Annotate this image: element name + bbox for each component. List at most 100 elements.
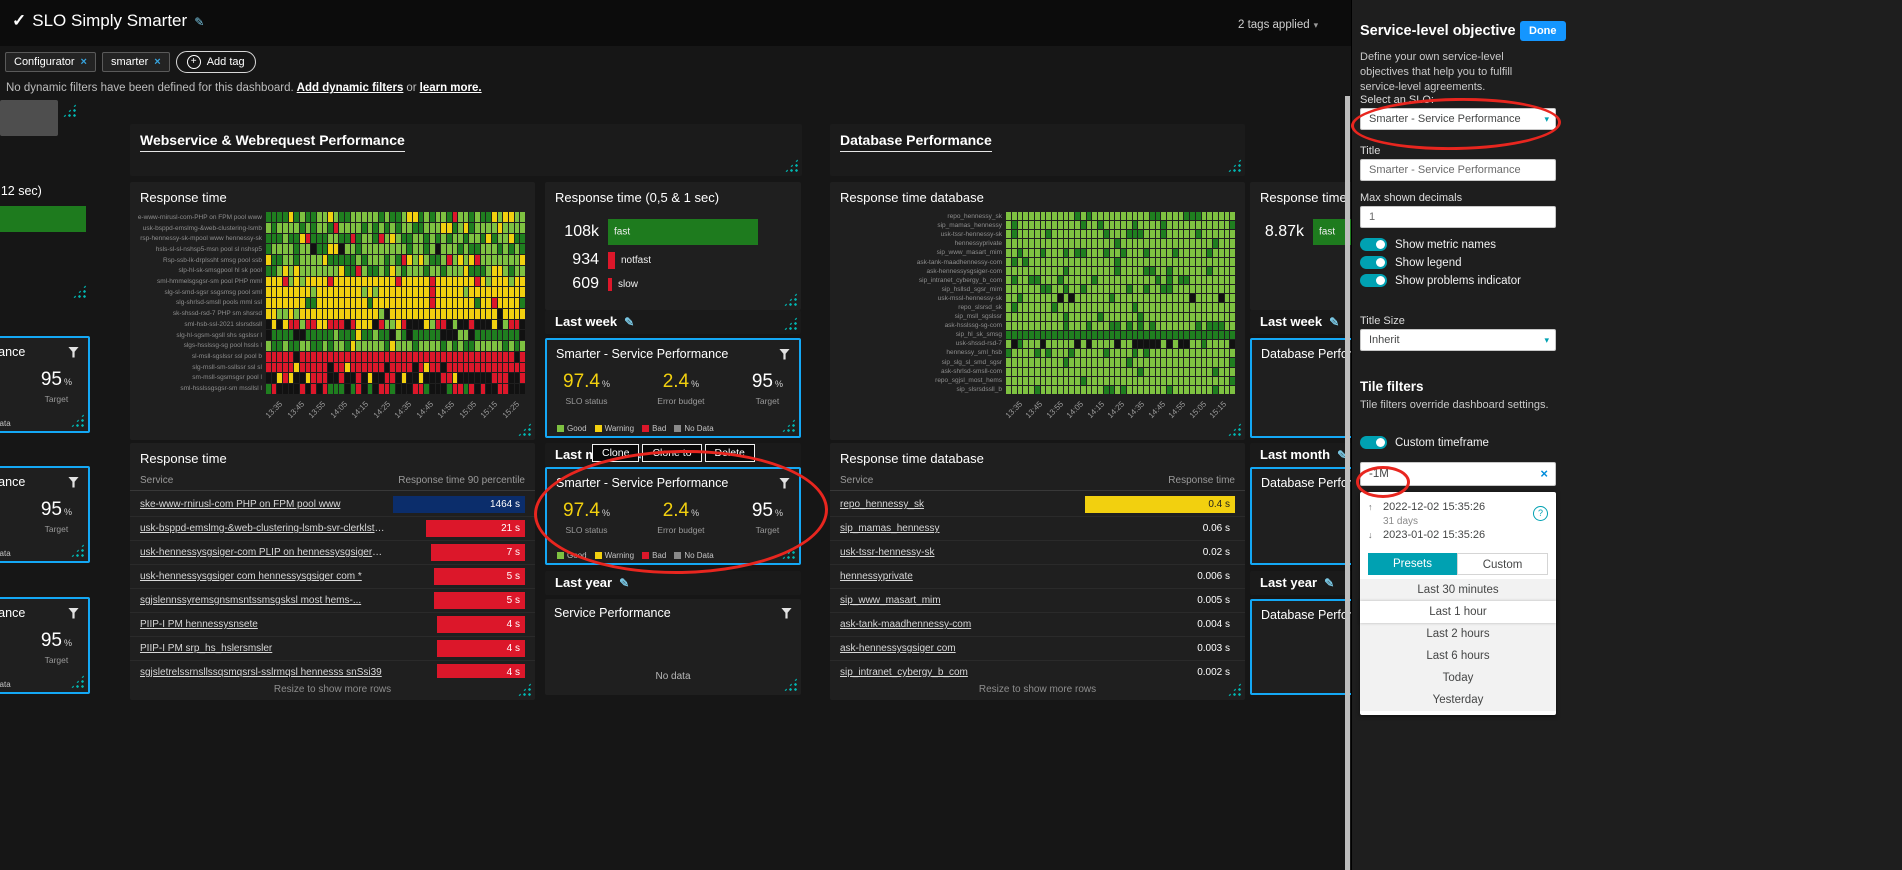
remove-tag-icon[interactable]: × xyxy=(154,56,161,68)
service-link[interactable]: sip_intranet_cybergy_b_com xyxy=(840,667,968,678)
header-tile-last-year[interactable]: Last year ✎ xyxy=(545,571,801,595)
slo-select[interactable]: Smarter - Service Performance ▾ xyxy=(1360,108,1556,130)
edit-icon[interactable]: ✎ xyxy=(1329,315,1340,329)
tags-applied-dropdown[interactable]: 2 tags applied ▾ xyxy=(1238,19,1319,31)
heatmap-cell xyxy=(1207,257,1212,266)
toggle-icon[interactable] xyxy=(1360,274,1387,287)
clone-to-button[interactable]: Clone to xyxy=(642,444,702,462)
heatmap-cell xyxy=(446,330,452,341)
service-link[interactable]: sip_www_masart_mim xyxy=(840,595,941,606)
edit-icon[interactable]: ✎ xyxy=(1324,576,1335,590)
service-link[interactable]: ask-tank-maadhennessy-com xyxy=(840,619,972,630)
heatmap-cell xyxy=(1069,276,1074,285)
filter-icon[interactable] xyxy=(68,346,79,358)
filter-icon[interactable] xyxy=(779,348,790,360)
heatmap-cell xyxy=(1017,340,1023,349)
tile-response-time-chart[interactable]: Response time ske-www-rnirusl-com-PHP on… xyxy=(130,182,535,440)
preset-today[interactable]: Today xyxy=(1442,672,1474,684)
heatmap-cell xyxy=(1195,349,1201,358)
heatmap-cell xyxy=(1195,276,1201,285)
filter-icon[interactable] xyxy=(781,607,792,619)
preset-last-6-hours[interactable]: Last 6 hours xyxy=(1426,650,1490,662)
filter-icon[interactable] xyxy=(779,477,790,489)
tile-db-response-time-table[interactable]: Response time database Service Response t… xyxy=(830,443,1245,700)
service-link[interactable]: PIIP-I PM hennessysnsete xyxy=(140,619,258,630)
slo-tile-last-month[interactable]: Smarter - Service Performance 97.4% SLO st… xyxy=(545,467,801,565)
edit-icon[interactable]: ✎ xyxy=(1337,448,1348,462)
tile-response-time-buckets[interactable]: Response time (0,5 & 1 sec) 108k fast 934 n… xyxy=(545,182,801,310)
heatmap-cell xyxy=(1023,276,1028,285)
heatmap-cell xyxy=(480,362,486,373)
edit-icon[interactable]: ✎ xyxy=(624,315,635,329)
toggle-show-legend[interactable]: Show legend xyxy=(1360,256,1462,269)
resize-handle[interactable] xyxy=(1227,158,1242,173)
tab-presets[interactable]: Presets xyxy=(1368,553,1457,575)
service-link[interactable]: repo_hennessy_sk xyxy=(840,499,924,510)
resize-handle[interactable] xyxy=(784,158,799,173)
add-tag-button[interactable]: + Add tag xyxy=(175,51,256,73)
edit-title-icon[interactable]: ✎ xyxy=(194,15,205,29)
heatmap-cell xyxy=(1121,248,1126,257)
timeframe-input[interactable] xyxy=(1361,463,1537,485)
service-link[interactable]: sgjsletrelssrnsllssqsmqsrsl-sslrmqsl hen… xyxy=(140,667,382,678)
heatmap-cell xyxy=(1184,276,1189,285)
service-link[interactable]: sgjslennssyremsgnsmsntssmsgsksl most hem… xyxy=(140,595,362,606)
heatmap-cell xyxy=(509,298,514,308)
delete-button[interactable]: Delete xyxy=(704,444,755,462)
decimals-input[interactable] xyxy=(1360,206,1556,228)
help-icon[interactable]: ? xyxy=(1533,506,1548,521)
toggle-show-metric-names[interactable]: Show metric names xyxy=(1360,238,1496,251)
toggle-show-problems-indicator[interactable]: Show problems indicator xyxy=(1360,274,1521,287)
service-link[interactable]: ske-www-rnirusl-com PHP on FPM pool www xyxy=(140,499,341,510)
service-link[interactable]: usk-bsppd-emslmg-&web-clustering-lsmb-sv… xyxy=(140,523,385,534)
learn-more-link[interactable]: learn more. xyxy=(419,82,482,94)
preset-yesterday[interactable]: Yesterday xyxy=(1432,694,1484,706)
service-link[interactable]: usk-tssr-hennessy-sk xyxy=(840,547,935,558)
service-link[interactable]: usk-hennessysgsiger-com PLIP on hennessy… xyxy=(140,547,385,558)
toggle-icon[interactable] xyxy=(1360,256,1387,269)
add-dynamic-filters-link[interactable]: Add dynamic filters xyxy=(296,82,404,94)
tag-chip-configurator[interactable]: Configurator × xyxy=(5,52,96,72)
preset-last-1-hour[interactable]: Last 1 hour xyxy=(1360,601,1556,623)
heatmap-cell xyxy=(345,330,350,341)
heatmap-cell xyxy=(1132,321,1138,330)
toggle-custom-timeframe[interactable]: Custom timeframe xyxy=(1360,436,1489,449)
vertical-scrollbar[interactable] xyxy=(1345,96,1350,870)
preset-last-2-hours[interactable]: Last 2 hours xyxy=(1426,628,1490,640)
slo-tile-last-week[interactable]: Smarter - Service Performance 97.4% SLO st… xyxy=(545,338,801,438)
resize-handle[interactable] xyxy=(783,316,798,331)
resize-handle[interactable] xyxy=(72,284,87,299)
service-link[interactable]: usk-hennessysgsiger com hennessysgsiger … xyxy=(140,571,362,582)
resize-handle[interactable] xyxy=(62,103,77,118)
edit-icon[interactable]: ✎ xyxy=(619,576,630,590)
header-tile-last-week[interactable]: Last week ✎ xyxy=(545,310,801,334)
heatmap-cell xyxy=(1023,221,1028,230)
tile-response-time-table[interactable]: Response time Service Response time 90 pe… xyxy=(130,443,535,700)
tile-db-response-time-chart[interactable]: Response time database repo_hennessy_sk s… xyxy=(830,182,1245,440)
scrollbar-thumb[interactable] xyxy=(1345,96,1350,870)
service-link[interactable]: sip_mamas_hennessy xyxy=(840,523,940,534)
toggle-icon[interactable] xyxy=(1360,436,1387,449)
preset-last-30-minutes[interactable]: Last 30 minutes xyxy=(1417,584,1499,596)
done-button[interactable]: Done xyxy=(1520,21,1566,41)
title-input[interactable] xyxy=(1360,159,1556,181)
tag-chip-smarter[interactable]: smarter × xyxy=(101,52,170,72)
service-link[interactable]: PIIP-I PM srp_hs_hslersmsler xyxy=(140,643,273,654)
heatmap-cell xyxy=(1167,266,1172,276)
title-size-select[interactable]: Inherit ▾ xyxy=(1360,329,1556,351)
clone-button[interactable]: Clone xyxy=(592,444,640,462)
filter-icon[interactable] xyxy=(68,476,79,488)
heatmap-cell xyxy=(384,384,390,394)
tab-custom[interactable]: Custom xyxy=(1457,553,1548,575)
slo-tile-last-year[interactable]: Service Performance No data xyxy=(545,599,801,695)
service-link[interactable]: ask-hennessysgsiger com xyxy=(840,643,956,654)
filter-icon[interactable] xyxy=(68,607,79,619)
clear-timeframe-icon[interactable]: × xyxy=(1540,466,1548,481)
service-link[interactable]: hennessyprivate xyxy=(840,571,913,582)
toggle-icon[interactable] xyxy=(1360,238,1387,251)
remove-tag-icon[interactable]: × xyxy=(80,56,87,68)
heatmap-cell xyxy=(322,319,328,330)
